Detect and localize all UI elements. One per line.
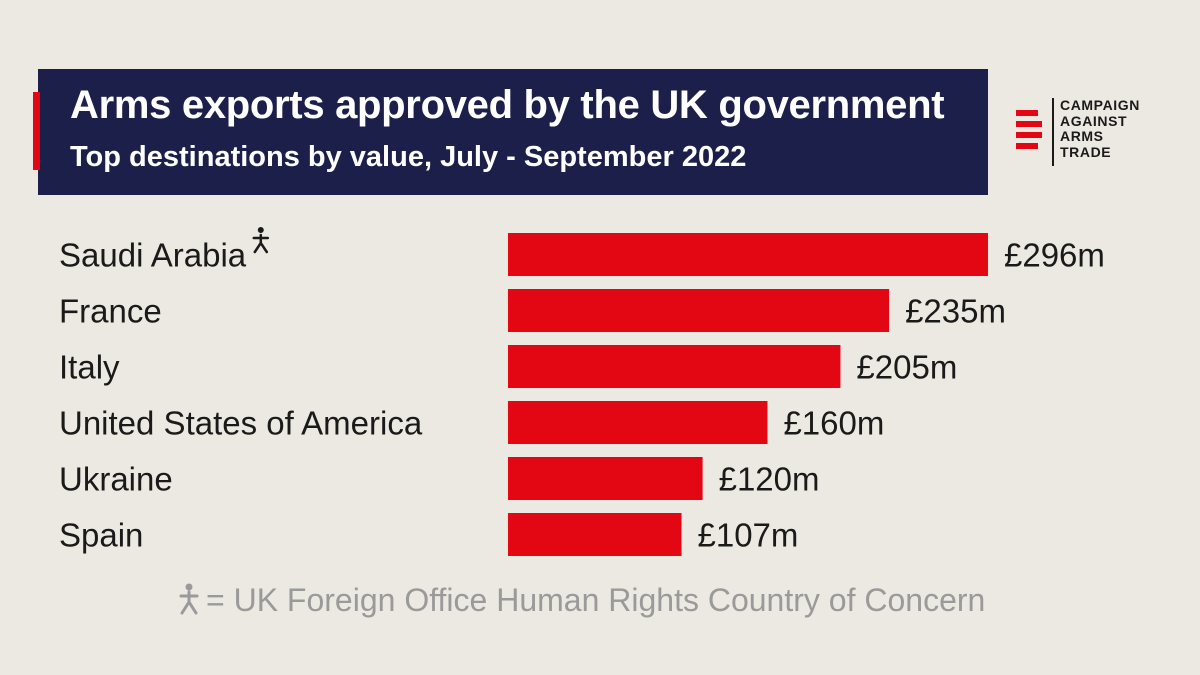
value-label: £296m — [1004, 237, 1105, 274]
person-icon — [179, 583, 199, 615]
bar — [508, 233, 988, 276]
value-label: £235m — [905, 293, 1006, 330]
logo-text: CAMPAIGN AGAINST ARMS TRADE — [1060, 97, 1140, 160]
chart-subtitle: Top destinations by value, July - Septem… — [70, 141, 747, 173]
logo-line: TRADE — [1060, 143, 1112, 160]
chart-title: Arms exports approved by the UK governme… — [70, 83, 945, 127]
category-label: Italy — [59, 349, 120, 386]
footnote-text: = UK Foreign Office Human Rights Country… — [206, 582, 986, 618]
category-label: Ukraine — [59, 461, 173, 498]
value-label: £107m — [698, 517, 799, 554]
bar — [508, 513, 682, 556]
person-icon — [252, 227, 270, 254]
logo-line: CAMPAIGN — [1060, 97, 1140, 113]
category-label: France — [59, 293, 162, 330]
bar — [508, 345, 841, 388]
category-label: Saudi Arabia — [59, 237, 247, 274]
bar — [508, 289, 890, 332]
footnote: = UK Foreign Office Human Rights Country… — [178, 582, 985, 619]
logo-line: AGAINST — [1060, 112, 1128, 129]
value-label: £205m — [856, 349, 957, 386]
bar — [508, 457, 703, 500]
caat-logo-icon — [1016, 98, 1054, 166]
bar — [508, 401, 768, 444]
title-box — [38, 69, 988, 195]
category-label: United States of America — [59, 405, 423, 442]
logo-line: ARMS — [1060, 128, 1104, 144]
value-label: £160m — [783, 405, 884, 442]
value-label: £120m — [719, 461, 820, 498]
title-accent-bar — [33, 92, 40, 170]
category-label: Spain — [59, 517, 143, 554]
